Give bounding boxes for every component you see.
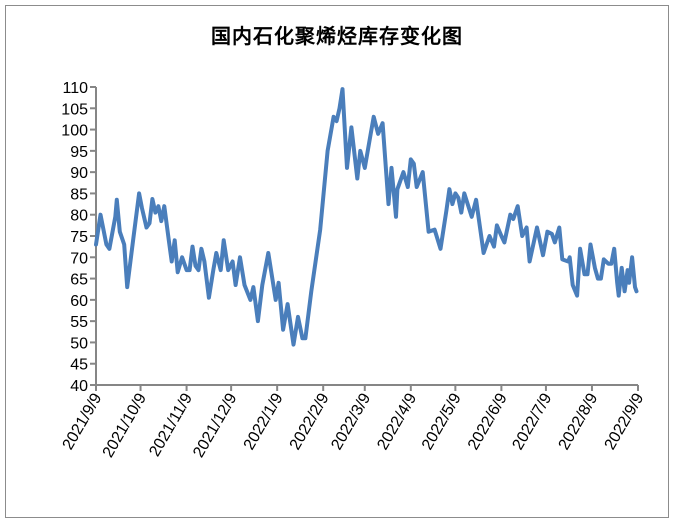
y-tick-label: 55	[70, 314, 88, 331]
series-line	[94, 87, 639, 347]
y-tick-label: 100	[61, 123, 88, 140]
y-tick-label: 70	[70, 250, 88, 267]
y-tick-label: 110	[62, 80, 88, 97]
x-tick-label: 2022/1/9	[241, 390, 287, 453]
y-tick-label: 45	[70, 357, 88, 374]
x-tick-label: 2021/11/9	[146, 390, 196, 459]
y-tick-label: 60	[70, 293, 88, 310]
x-tick-label: 2021/12/9	[190, 390, 240, 460]
y-tick-label: 75	[70, 229, 88, 246]
y-tick-label: 40	[70, 378, 88, 395]
y-tick-label: 65	[70, 272, 88, 289]
x-tick-label: 2022/9/9	[602, 390, 648, 453]
x-tick-label: 2022/2/9	[287, 390, 333, 453]
x-tick-label: 2022/5/9	[419, 390, 465, 453]
y-tick-label: 50	[70, 335, 88, 352]
y-tick-label: 85	[70, 186, 88, 203]
x-tick-label: 2022/3/9	[328, 390, 374, 453]
chart-title: 国内石化聚烯烃库存变化图	[211, 24, 463, 48]
x-tick-label: 2021/9/9	[60, 390, 106, 453]
x-tick-label: 2022/8/9	[556, 390, 602, 453]
x-tick-label: 2022/4/9	[374, 390, 420, 453]
x-tick-label: 2021/10/9	[100, 390, 150, 460]
x-tick-label: 2022/7/9	[510, 390, 556, 453]
y-tick-label: 105	[61, 101, 88, 118]
chart-frame	[5, 5, 669, 518]
y-tick-label: 95	[70, 144, 88, 161]
y-tick-label: 80	[70, 208, 88, 225]
x-tick-label: 2022/6/9	[465, 390, 511, 453]
y-tick-label: 90	[70, 165, 88, 182]
